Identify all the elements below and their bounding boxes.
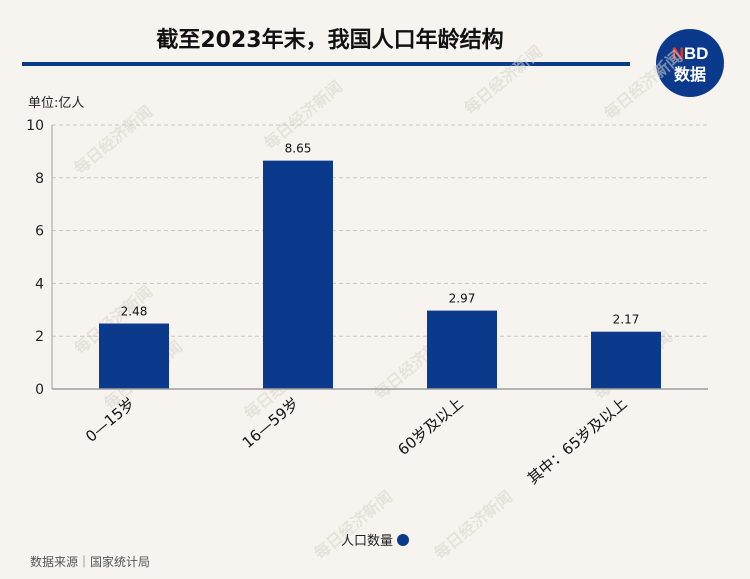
y-tick-label: 0: [35, 382, 44, 398]
data-label: 2.97: [449, 292, 476, 306]
chart-title: 截至2023年末，我国人口年龄结构: [156, 28, 504, 53]
y-tick-label: 10: [26, 118, 44, 134]
y-tick-label: 6: [35, 224, 44, 240]
legend-label: 人口数量: [340, 534, 393, 549]
bar: [263, 160, 333, 389]
data-label: 2.17: [613, 313, 640, 327]
y-tick-label: 2: [35, 329, 44, 345]
data-label: 2.48: [121, 305, 148, 319]
watermark-text: 每日经济新闻: [430, 487, 516, 563]
x-axis: 0—15岁 16—59岁 60岁及以上 其中：65岁及以上: [52, 388, 708, 488]
data-source: 数据来源｜国家统计局: [30, 555, 151, 569]
watermark-text: 每日经济新闻: [310, 487, 396, 563]
y-tick-label: 8: [35, 171, 44, 187]
bar: [427, 310, 497, 389]
watermark-text: 每日经济新闻: [600, 47, 686, 123]
bar: [591, 331, 661, 389]
watermark-text: 每日经济新闻: [460, 42, 546, 118]
legend: 人口数量: [0, 530, 750, 549]
watermark-text: 每日经济新闻: [70, 102, 156, 178]
y-axis: 0 2 4 6 8 10: [26, 118, 53, 398]
x-tick-label: 其中：65岁及以上: [524, 394, 631, 488]
bars: 2.48 8.65 2.97 2.17: [99, 142, 661, 389]
legend-marker-icon: [397, 534, 409, 546]
bar: [99, 323, 169, 389]
svg-text:NBD: NBD: [672, 44, 709, 63]
logo-text-bottom: 数据: [674, 65, 706, 84]
data-label: 8.65: [285, 142, 312, 156]
y-tick-label: 4: [35, 276, 44, 292]
title-divider: [22, 62, 630, 66]
gridlines: [52, 124, 708, 337]
logo-text-bd: BD: [684, 44, 709, 63]
x-tick-label: 60岁及以上: [394, 394, 466, 459]
unit-label: 单位:亿人: [28, 96, 85, 111]
nbd-logo-icon: NBD 数据: [656, 29, 724, 97]
watermark-layer: 每日经济新闻 每日经济新闻 每日经济新闻 每日经济新闻每日经济新闻每日经济新闻每日经济…: [70, 42, 686, 563]
